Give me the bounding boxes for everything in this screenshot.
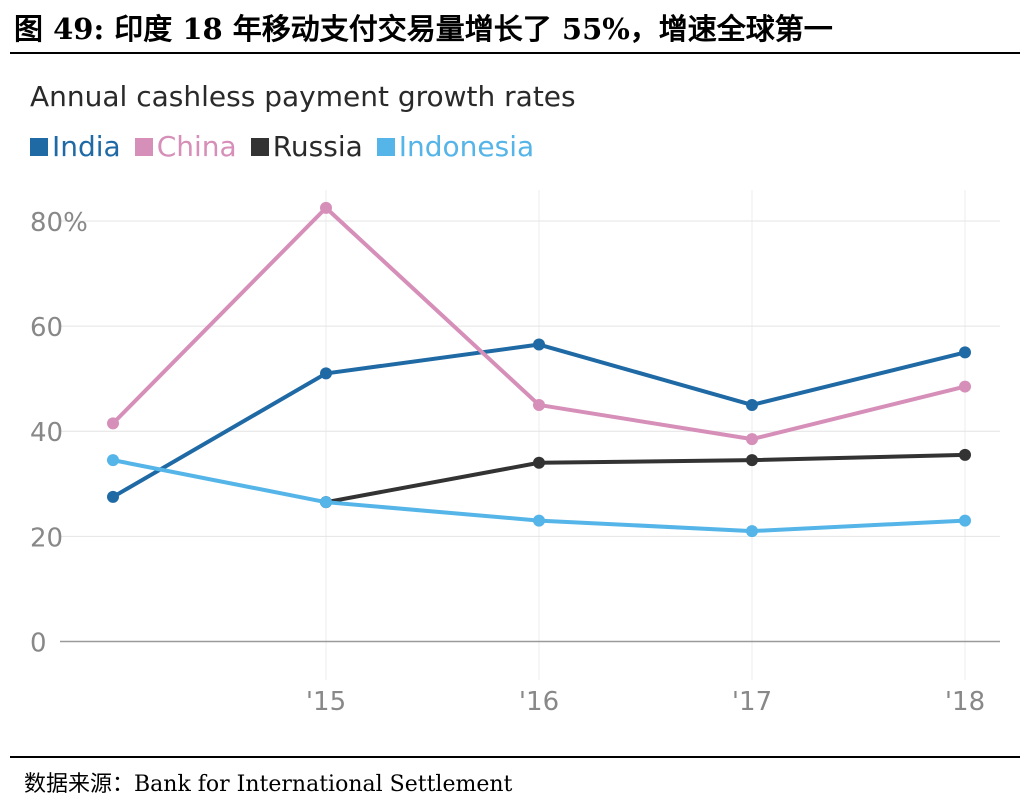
y-tick-label: 20 (30, 523, 63, 553)
legend-swatch (376, 137, 395, 156)
data-point-india (959, 346, 971, 359)
y-tick-label: 60 (30, 313, 63, 343)
legend-item-indonesia: Indonesia (376, 130, 535, 163)
data-point-india (320, 367, 332, 380)
report-title: 图 49: 印度 18 年移动支付交易量增长了 55%，增速全球第一 (14, 12, 833, 46)
y-tick-label: 40 (30, 418, 63, 448)
data-point-russia (959, 448, 971, 461)
data-point-indonesia (107, 454, 119, 467)
data-point-indonesia (533, 514, 545, 527)
chart-legend: India China Russia Indonesia (30, 130, 534, 163)
data-point-india (533, 338, 545, 351)
data-point-india (107, 490, 119, 503)
chart-figure: 0 20 40 60 80% '15 '16 '17 '18 Annual cashless p… (10, 60, 1020, 750)
line-chart: 0 20 40 60 80% '15 '16 '17 '18 (30, 190, 1000, 717)
y-tick-label: 80% (30, 208, 88, 238)
legend-label: Indonesia (398, 130, 535, 163)
x-tick-label: '18 (945, 687, 985, 717)
source-note: 数据来源：Bank for International Settlement (24, 772, 513, 797)
data-point-russia (746, 454, 758, 467)
legend-item-russia: Russia (250, 130, 363, 163)
data-point-china (746, 433, 758, 446)
data-point-indonesia (746, 525, 758, 538)
data-point-russia (533, 456, 545, 469)
data-point-india (746, 398, 758, 411)
series-line-russia (324, 452, 967, 505)
legend-swatch (30, 137, 48, 156)
x-tick-label: '16 (519, 687, 559, 717)
legend-label: India (52, 130, 121, 163)
data-point-china (320, 201, 332, 214)
data-point-indonesia (320, 496, 332, 509)
legend-label: Russia (272, 130, 363, 163)
data-point-china (107, 417, 119, 430)
x-tick-label: '15 (306, 687, 346, 717)
data-point-china (959, 380, 971, 393)
legend-swatch (250, 137, 269, 156)
top-rule (10, 52, 1020, 54)
x-tick-label: '17 (732, 687, 772, 717)
legend-item-india: India (30, 130, 121, 163)
legend-label: China (156, 130, 237, 163)
y-tick-label: 0 (30, 628, 47, 658)
chart-title: Annual cashless payment growth rates (30, 80, 576, 113)
data-point-china (533, 398, 545, 411)
legend-item-china: China (134, 130, 237, 163)
bottom-rule (10, 756, 1020, 758)
legend-swatch (134, 137, 153, 156)
data-point-indonesia (959, 514, 971, 527)
